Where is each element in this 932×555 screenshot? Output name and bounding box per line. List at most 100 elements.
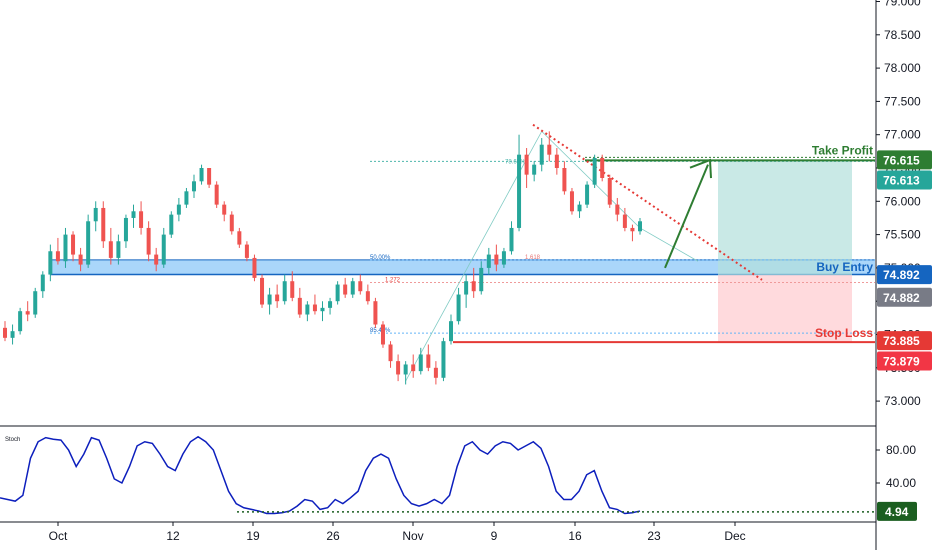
candle-body-69 bbox=[517, 154, 522, 228]
stoch-tick-label-1: 40.00 bbox=[886, 476, 916, 490]
x-tick-label-6: 16 bbox=[568, 529, 582, 543]
candle-body-13 bbox=[93, 207, 98, 222]
candle-body-3 bbox=[18, 311, 23, 332]
candle-body-27 bbox=[199, 168, 204, 182]
stoch-line bbox=[0, 435, 641, 515]
candle-body-84 bbox=[630, 227, 635, 232]
candle-body-81 bbox=[607, 177, 612, 205]
price-badge-text-4: 73.885 bbox=[883, 334, 920, 348]
candle-body-79 bbox=[592, 158, 597, 185]
candle-body-72 bbox=[539, 144, 544, 165]
price-badge-text-2: 74.892 bbox=[883, 268, 920, 282]
candle-body-74 bbox=[554, 154, 559, 168]
candle-body-20 bbox=[146, 227, 151, 255]
candle-body-39 bbox=[290, 281, 295, 298]
candle-body-32 bbox=[237, 231, 242, 245]
fib-label-50: 50.00% bbox=[370, 255, 391, 261]
candle-body-56 bbox=[418, 354, 423, 372]
candle-body-70 bbox=[524, 154, 529, 175]
candle-body-30 bbox=[222, 204, 227, 215]
candle-body-55 bbox=[411, 364, 416, 372]
y-tick-label-2: 78.000 bbox=[884, 61, 921, 75]
risk-box bbox=[718, 275, 852, 343]
x-tick-label-0: Oct bbox=[49, 529, 68, 543]
candle-body-14 bbox=[101, 207, 106, 242]
price-badge-text-5: 73.879 bbox=[883, 355, 920, 369]
descending-trendline bbox=[532, 123, 763, 281]
candle-body-76 bbox=[569, 191, 574, 212]
candle-body-83 bbox=[622, 214, 627, 228]
candle-body-40 bbox=[297, 297, 302, 315]
projection-arrow-head bbox=[689, 158, 712, 179]
price-badge-text-0: 76.615 bbox=[883, 153, 920, 167]
fib-label-1618: 1.618 bbox=[525, 255, 541, 261]
candle-body-36 bbox=[267, 294, 272, 305]
candle-body-42 bbox=[312, 304, 317, 312]
candle-body-78 bbox=[585, 184, 590, 205]
candle-body-37 bbox=[275, 294, 280, 302]
y-tick-label-0: 79.000 bbox=[884, 0, 921, 9]
y-tick-label-7: 75.500 bbox=[884, 228, 921, 242]
x-tick-label-1: 12 bbox=[166, 529, 180, 543]
candle-body-8 bbox=[55, 251, 60, 262]
x-tick-label-3: 26 bbox=[326, 529, 340, 543]
candle-body-24 bbox=[176, 204, 181, 215]
candle-body-25 bbox=[184, 191, 189, 205]
candle-body-54 bbox=[403, 364, 408, 375]
candle-body-7 bbox=[48, 251, 53, 275]
candle-body-10 bbox=[71, 234, 76, 255]
reward-box bbox=[718, 160, 852, 276]
x-tick-label-8: Dec bbox=[724, 529, 745, 543]
stoch-value-badge bbox=[877, 501, 917, 521]
candle-body-46 bbox=[343, 284, 348, 295]
candle-body-26 bbox=[191, 181, 196, 192]
candle-body-16 bbox=[116, 241, 121, 258]
take-profit-label: Take Profit bbox=[812, 143, 873, 157]
candle-body-60 bbox=[449, 321, 454, 342]
candle-body-47 bbox=[350, 281, 355, 295]
candle-body-62 bbox=[464, 281, 469, 295]
candle-body-11 bbox=[78, 254, 83, 265]
candle-body-23 bbox=[169, 214, 174, 235]
candle-body-68 bbox=[509, 227, 514, 252]
candle-body-67 bbox=[501, 251, 506, 265]
candle-body-59 bbox=[441, 341, 446, 378]
price-badge-text-3: 74.882 bbox=[883, 291, 920, 305]
harmonic-pattern-line bbox=[405, 130, 699, 382]
stoch-panel: Stoch bbox=[0, 435, 875, 515]
candle-body-66 bbox=[494, 254, 499, 265]
candle-body-6 bbox=[40, 274, 45, 292]
candle-body-63 bbox=[471, 281, 476, 292]
candle-body-41 bbox=[305, 304, 310, 315]
stoch-tick-label-0: 80.00 bbox=[886, 443, 916, 457]
candles bbox=[3, 131, 642, 385]
fib-label-1272: 1.272 bbox=[385, 278, 401, 284]
candle-body-29 bbox=[214, 184, 219, 205]
y-tick-label-3: 77.500 bbox=[884, 94, 921, 108]
x-tick-label-7: 23 bbox=[647, 529, 661, 543]
candle-body-64 bbox=[479, 267, 484, 292]
y-tick-label-12: 73.000 bbox=[884, 394, 921, 408]
x-tick-label-5: 9 bbox=[491, 529, 498, 543]
x-tick-label-2: 19 bbox=[246, 529, 260, 543]
candle-body-9 bbox=[63, 234, 68, 262]
candle-body-57 bbox=[426, 354, 431, 368]
candle-body-22 bbox=[161, 234, 166, 265]
fib-label-854: 85.40% bbox=[370, 328, 391, 334]
y-tick-label-1: 78.500 bbox=[884, 28, 921, 42]
y-tick-label-6: 76.000 bbox=[884, 194, 921, 208]
candle-body-45 bbox=[335, 284, 340, 302]
candle-body-4 bbox=[25, 311, 30, 315]
price-badge-text-1: 76.613 bbox=[883, 173, 920, 187]
candle-body-58 bbox=[433, 367, 438, 378]
price-badge-3 bbox=[877, 287, 932, 307]
candle-body-75 bbox=[562, 168, 567, 192]
candle-body-2 bbox=[10, 331, 15, 338]
candle-body-28 bbox=[207, 168, 212, 185]
candle-body-18 bbox=[131, 211, 136, 218]
stoch-value-badge-text: 4.94 bbox=[885, 505, 909, 519]
candle-body-44 bbox=[328, 301, 333, 308]
